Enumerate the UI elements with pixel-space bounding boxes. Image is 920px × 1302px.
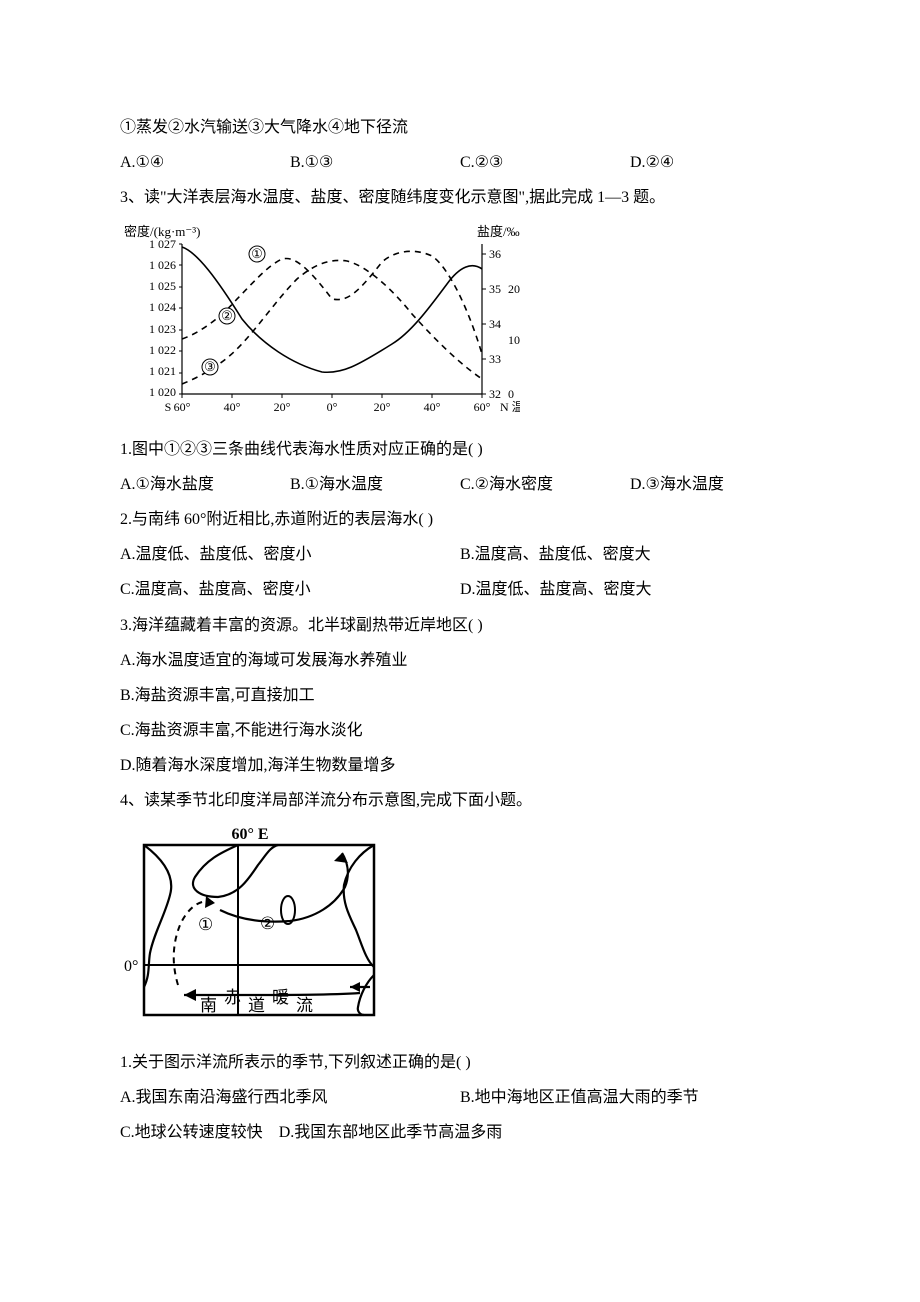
svg-text:20°: 20° bbox=[274, 400, 291, 414]
svg-text:34: 34 bbox=[489, 317, 501, 331]
svg-text:流: 流 bbox=[296, 996, 313, 1015]
q3-1: 1.图中①②③三条曲线代表海水性质对应正确的是( ) bbox=[120, 432, 800, 467]
q3-2-a: A.温度低、盐度低、密度小 bbox=[120, 537, 460, 572]
q3-3-c: C.海盐资源丰富,不能进行海水淡化 bbox=[120, 713, 800, 748]
svg-text:①: ① bbox=[198, 915, 213, 934]
q4-1-d: D.我国东部地区此季节高温多雨 bbox=[279, 1124, 503, 1141]
svg-text:1 020: 1 020 bbox=[149, 385, 176, 399]
svg-text:60°: 60° bbox=[174, 400, 191, 414]
q3-2-row2: C.温度高、盐度高、密度小 D.温度低、盐度高、密度大 bbox=[120, 572, 800, 607]
q3-2-row1: A.温度低、盐度低、密度小 B.温度高、盐度低、密度大 bbox=[120, 537, 800, 572]
q2-opt-a: A.①④ bbox=[120, 145, 290, 180]
q3-3-a: A.海水温度适宜的海域可发展海水养殖业 bbox=[120, 643, 800, 678]
q4-1-row1: A.我国东南沿海盛行西北季风 B.地中海地区正值高温大雨的季节 bbox=[120, 1080, 800, 1115]
svg-text:1 023: 1 023 bbox=[149, 322, 176, 336]
svg-text:20: 20 bbox=[508, 282, 520, 296]
svg-text:②: ② bbox=[260, 914, 275, 933]
svg-text:1 026: 1 026 bbox=[149, 258, 176, 272]
svg-text:南: 南 bbox=[200, 996, 217, 1015]
q2-opt-c: C.②③ bbox=[460, 145, 630, 180]
q3-1-c: C.②海水密度 bbox=[460, 467, 630, 502]
svg-text:10: 10 bbox=[508, 333, 520, 347]
svg-text:20°: 20° bbox=[374, 400, 391, 414]
q2-stem: ①蒸发②水汽输送③大气降水④地下径流 bbox=[120, 110, 800, 145]
q4-1-b: B.地中海地区正值高温大雨的季节 bbox=[460, 1080, 800, 1115]
q3-intro: 3、读"大洋表层海水温度、盐度、密度随纬度变化示意图",据此完成 1—3 题。 bbox=[120, 180, 800, 215]
svg-text:0: 0 bbox=[508, 387, 514, 401]
svg-text:32: 32 bbox=[489, 387, 501, 401]
svg-text:赤: 赤 bbox=[224, 988, 241, 1007]
q2-opt-d: D.②④ bbox=[630, 145, 800, 180]
svg-text:36: 36 bbox=[489, 247, 501, 261]
q4-1-c: C.地球公转速度较快 bbox=[120, 1124, 263, 1141]
svg-text:35: 35 bbox=[489, 282, 501, 296]
svg-text:S: S bbox=[165, 400, 172, 414]
q4-1-a: A.我国东南沿海盛行西北季风 bbox=[120, 1080, 460, 1115]
svg-text:0°: 0° bbox=[327, 400, 338, 414]
svg-text:1 027: 1 027 bbox=[149, 237, 176, 251]
svg-text:①: ① bbox=[251, 246, 263, 261]
svg-text:道: 道 bbox=[248, 996, 265, 1015]
map-left-label: 0° bbox=[124, 958, 138, 975]
q3-2-c: C.温度高、盐度高、密度小 bbox=[120, 572, 460, 607]
q3-1-d: D.③海水温度 bbox=[630, 467, 800, 502]
q3-2-b: B.温度高、盐度低、密度大 bbox=[460, 537, 800, 572]
q4-1-row2: C.地球公转速度较快 D.我国东部地区此季节高温多雨 bbox=[120, 1115, 800, 1150]
svg-text:33: 33 bbox=[489, 352, 501, 366]
svg-text:N 温度/℃: N 温度/℃ bbox=[500, 399, 520, 414]
q4-intro: 4、读某季节北印度洋局部洋流分布示意图,完成下面小题。 bbox=[120, 783, 800, 818]
svg-text:1 024: 1 024 bbox=[149, 300, 176, 314]
map-top-label: 60° E bbox=[231, 826, 268, 843]
svg-text:②: ② bbox=[221, 308, 233, 323]
svg-text:40°: 40° bbox=[224, 400, 241, 414]
svg-text:1 022: 1 022 bbox=[149, 343, 176, 357]
q2-options: A.①④ B.①③ C.②③ D.②④ bbox=[120, 145, 800, 180]
svg-text:盐度/‰: 盐度/‰ bbox=[477, 224, 520, 239]
map-indian-ocean: 60° E 0° ① ② 南 赤 道 暖 流 bbox=[120, 825, 800, 1035]
chart-density-salinity-temp: 1 027 1 026 1 025 1 024 1 023 1 022 1 02… bbox=[120, 222, 800, 422]
q3-2-d: D.温度低、盐度高、密度大 bbox=[460, 572, 800, 607]
q3-3-b: B.海盐资源丰富,可直接加工 bbox=[120, 678, 800, 713]
svg-text:1 025: 1 025 bbox=[149, 279, 176, 293]
svg-text:暖: 暖 bbox=[272, 988, 289, 1007]
q2-opt-b: B.①③ bbox=[290, 145, 460, 180]
q3-2: 2.与南纬 60°附近相比,赤道附近的表层海水( ) bbox=[120, 502, 800, 537]
q3-3-d: D.随着海水深度增加,海洋生物数量增多 bbox=[120, 748, 800, 783]
svg-text:③: ③ bbox=[204, 359, 216, 374]
svg-text:40°: 40° bbox=[424, 400, 441, 414]
svg-text:密度/(kg·m⁻³): 密度/(kg·m⁻³) bbox=[124, 224, 200, 239]
q3-1-options: A.①海水盐度 B.①海水温度 C.②海水密度 D.③海水温度 bbox=[120, 467, 800, 502]
svg-text:60°: 60° bbox=[474, 400, 491, 414]
q3-3: 3.海洋蕴藏着丰富的资源。北半球副热带近岸地区( ) bbox=[120, 608, 800, 643]
q4-1: 1.关于图示洋流所表示的季节,下列叙述正确的是( ) bbox=[120, 1045, 800, 1080]
svg-text:1 021: 1 021 bbox=[149, 364, 176, 378]
q3-1-b: B.①海水温度 bbox=[290, 467, 460, 502]
q3-1-a: A.①海水盐度 bbox=[120, 467, 290, 502]
